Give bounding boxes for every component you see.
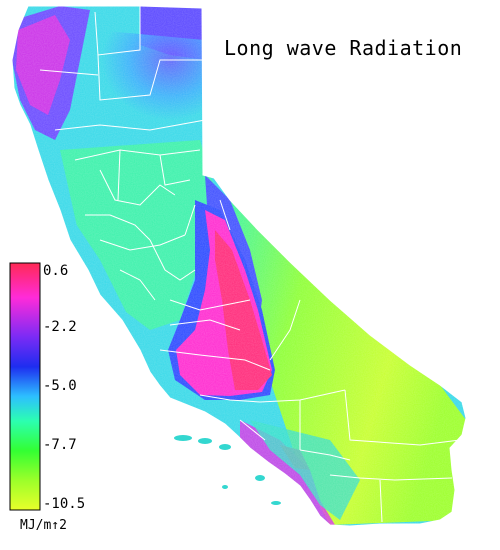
county-lines [11, 5, 467, 527]
legend-tick-3: -7.7 [43, 437, 77, 453]
legend-color-bar [9, 262, 41, 511]
legend-tick-1: -2.2 [43, 319, 77, 335]
legend-units: MJ/m↑2 [20, 518, 67, 533]
legend-tick-4: -10.5 [43, 496, 86, 512]
legend-tick-2: -5.0 [43, 378, 77, 394]
map-title: Long wave Radiation [224, 36, 463, 60]
legend-tick-0: 0.6 [43, 263, 69, 279]
channel-islands [174, 435, 281, 505]
